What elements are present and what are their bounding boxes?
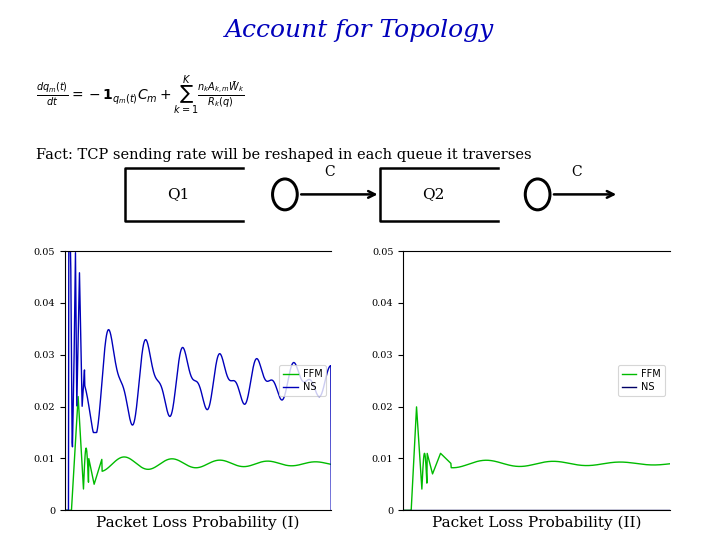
NS — [263, 378, 271, 384]
NS — [230, 378, 239, 384]
FFM — [327, 461, 336, 468]
NS — [601, 507, 610, 514]
NS — [569, 507, 577, 514]
FFM — [399, 507, 408, 514]
FFM — [569, 461, 577, 468]
NS — [399, 507, 408, 514]
Text: Account for Topology: Account for Topology — [225, 19, 495, 42]
NS — [215, 350, 224, 357]
Line: FFM: FFM — [65, 396, 331, 510]
FFM — [415, 456, 424, 462]
FFM — [413, 403, 421, 410]
FFM — [222, 458, 231, 465]
FFM — [77, 451, 86, 458]
Line: NS: NS — [65, 251, 331, 510]
FFM — [230, 462, 239, 468]
NS — [65, 248, 73, 254]
FFM — [665, 461, 674, 467]
Text: Packet Loss Probability (I): Packet Loss Probability (I) — [96, 516, 300, 530]
NS — [60, 507, 69, 514]
Text: $\frac{dq_m(t)}{dt} = -\mathbf{1}_{q_m(t)}C_m + \sum_{k=1}^{K} \frac{n_k A_{k,m}: $\frac{dq_m(t)}{dt} = -\mathbf{1}_{q_m(t… — [36, 73, 245, 117]
Legend: FFM, NS: FFM, NS — [618, 366, 665, 396]
FFM — [554, 458, 562, 465]
FFM — [215, 457, 224, 463]
NS — [561, 507, 570, 514]
FFM — [290, 462, 299, 469]
NS — [415, 507, 424, 514]
Text: Q1: Q1 — [167, 187, 189, 201]
Text: C: C — [325, 165, 335, 179]
NS — [665, 507, 674, 514]
Text: Q2: Q2 — [422, 187, 445, 201]
FFM — [60, 507, 69, 514]
Legend: FFM, NS: FFM, NS — [279, 366, 326, 396]
NS — [77, 371, 86, 377]
FFM — [601, 460, 610, 467]
FFM — [74, 393, 83, 400]
NS — [629, 507, 637, 514]
Line: FFM: FFM — [403, 407, 670, 510]
Text: Fact: TCP sending rate will be reshaped in each queue it traverses: Fact: TCP sending rate will be reshaped … — [36, 148, 531, 163]
FFM — [263, 458, 271, 464]
Text: Packet Loss Probability (II): Packet Loss Probability (II) — [432, 516, 641, 530]
NS — [290, 360, 299, 366]
NS — [554, 507, 562, 514]
FFM — [629, 460, 637, 466]
NS — [327, 507, 336, 514]
NS — [222, 372, 231, 378]
FFM — [561, 460, 570, 466]
Text: C: C — [572, 165, 582, 179]
